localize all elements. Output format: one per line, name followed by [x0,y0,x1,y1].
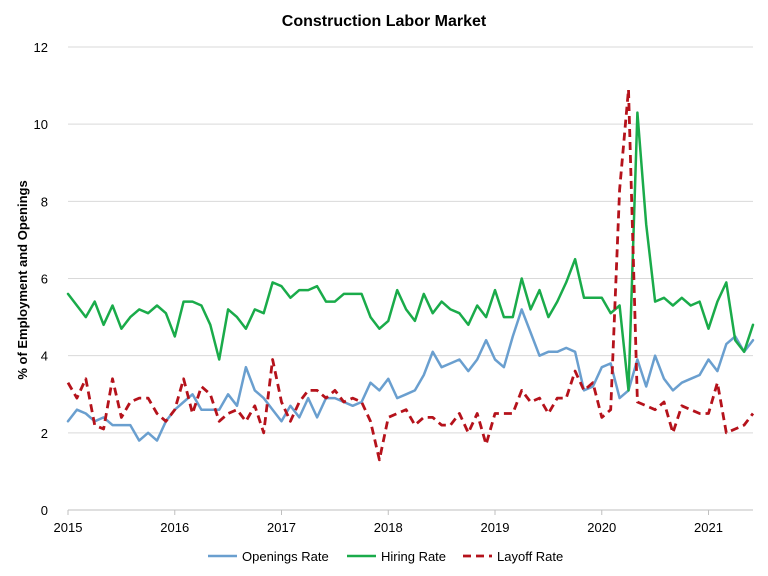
legend: Openings Rate Hiring Rate Layoff Rate [208,549,563,564]
x-tick-label: 2015 [54,520,83,535]
legend-label-layoff-rate: Layoff Rate [497,549,563,564]
legend-label-openings-rate: Openings Rate [242,549,329,564]
chart-title: Construction Labor Market [282,13,487,30]
y-tick-label: 6 [41,272,48,287]
x-tick-label: 2017 [267,520,296,535]
y-tick-label: 10 [34,117,48,132]
x-tick-label: 2018 [374,520,403,535]
x-tick-label: 2019 [481,520,510,535]
y-tick-label: 12 [34,40,48,55]
x-axis-ticks: 2015 2016 2017 2018 2019 2020 2021 [54,520,723,535]
series-line-layoff-rate [66,88,755,462]
x-tick-label: 2021 [694,520,723,535]
legend-label-hiring-rate: Hiring Rate [381,549,446,564]
y-tick-label: 8 [41,194,48,209]
series-line-openings-rate [66,308,755,442]
y-tick-label: 4 [41,349,48,364]
x-axis [67,509,753,515]
series-line-hiring-rate [66,111,755,392]
y-tick-label: 2 [41,426,48,441]
x-tick-label: 2020 [587,520,616,535]
y-tick-label: 0 [41,503,48,518]
gridlines [68,46,753,434]
y-axis-ticks: 0 2 4 6 8 10 12 [34,40,48,518]
series-lines [66,88,755,462]
y-axis-label: % of Employment and Openings [15,180,30,379]
x-tick-label: 2016 [160,520,189,535]
